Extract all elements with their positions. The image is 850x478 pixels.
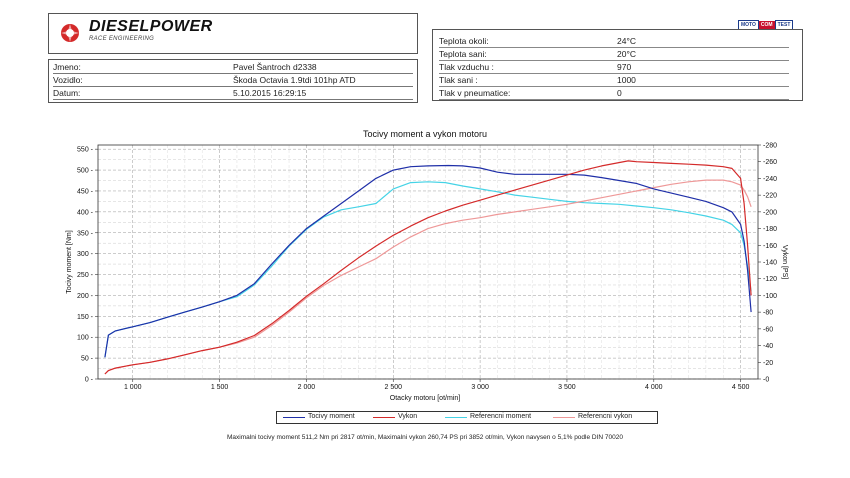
info-value: Pavel Šantroch d2338 xyxy=(233,62,317,72)
legend-swatch xyxy=(553,417,575,418)
x-axis-ticks: 1 000 1 500 2 000 2 500 3 000 3 500 4 000 4 500 xyxy=(124,379,750,391)
condition-label: Teplota sani: xyxy=(439,49,487,59)
y2-tick-label: -160 xyxy=(763,243,777,250)
legend-label: Vykon xyxy=(398,413,418,420)
y2-tick-label: -260 xyxy=(763,159,777,166)
y-tick-label: 500 - xyxy=(77,168,94,175)
condition-row: Teplota okoli: 24°C xyxy=(439,36,789,49)
legend-label: Tocivy moment xyxy=(308,413,355,420)
condition-label: Tlak v pneumatice: xyxy=(439,88,511,98)
condition-row: Tlak v pneumatice: 0 xyxy=(439,88,789,101)
summary-footer: Maximalni tocivy moment 511,2 Nm pri 281… xyxy=(227,434,623,441)
y2-tick-label: -100 xyxy=(763,293,777,300)
y-tick-label: 300 - xyxy=(77,251,94,258)
dieselpower-logo-icon xyxy=(61,24,79,42)
y2-tick-label: -280 xyxy=(763,143,777,150)
y2-tick-label: -20 xyxy=(763,360,773,367)
legend-swatch xyxy=(373,417,395,418)
y2-tick-label: -40 xyxy=(763,343,773,350)
y-tick-label: 350 - xyxy=(77,230,94,237)
info-row-date: Datum: 5.10.2015 16:29:15 xyxy=(53,88,413,101)
legend-swatch xyxy=(283,417,305,418)
condition-label: Teplota okoli: xyxy=(439,36,489,46)
y2-axis-label: Vykon [PS] xyxy=(781,245,788,279)
x-tick-label: 1 000 xyxy=(124,384,142,391)
condition-row: Tlak vzduchu : 970 xyxy=(439,62,789,75)
brand-name: DIESELPOWER xyxy=(89,18,213,35)
y2-tick-label: -0 xyxy=(763,377,769,384)
badge-part: COM xyxy=(758,21,775,29)
customer-info-panel: Jmeno: Pavel Šantroch d2338 Vozidlo: Ško… xyxy=(48,59,418,103)
y-axis-label: Tocivy moment [Nm] xyxy=(66,230,73,293)
y2-tick-label: -220 xyxy=(763,193,777,200)
x-tick-label: 4 500 xyxy=(732,384,750,391)
info-label: Datum: xyxy=(53,88,81,98)
y-tick-label: 0 - xyxy=(85,377,94,384)
series-torque-line xyxy=(104,164,752,358)
y-tick-label: 200 - xyxy=(77,293,94,300)
condition-value: 20°C xyxy=(617,49,636,59)
condition-label: Tlak sani : xyxy=(439,75,478,85)
y2-tick-label: -140 xyxy=(763,260,777,267)
left-axis-ticks: 0 - 50 - 100 - 150 - 200 - 250 - 300 - 350 - 400… xyxy=(77,147,98,384)
info-row-name: Jmeno: Pavel Šantroch d2338 xyxy=(53,62,413,75)
legend-label: Referencni vykon xyxy=(578,413,633,420)
y2-tick-label: -240 xyxy=(763,176,777,183)
chart-series xyxy=(104,160,752,375)
y2-tick-label: -200 xyxy=(763,209,777,216)
y2-tick-label: -180 xyxy=(763,226,777,233)
chart-legend: Tocivy moment Vykon Referencni moment Re… xyxy=(276,411,658,424)
y-tick-label: 50 - xyxy=(81,356,94,363)
x-tick-label: 4 000 xyxy=(645,384,663,391)
y-tick-label: 150 - xyxy=(77,314,94,321)
condition-value: 0 xyxy=(617,88,622,98)
chart-grid xyxy=(98,145,758,380)
info-label: Vozidlo: xyxy=(53,75,83,85)
condition-value: 1000 xyxy=(617,75,636,85)
info-value: 5.10.2015 16:29:15 xyxy=(233,88,307,98)
condition-value: 24°C xyxy=(617,36,636,46)
series-power-line xyxy=(104,160,752,375)
brand-subtitle: RACE ENGINEERING xyxy=(89,36,155,42)
x-tick-label: 2 500 xyxy=(384,384,402,391)
condition-row: Teplota sani: 20°C xyxy=(439,49,789,62)
conditions-panel: Teplota okoli: 24°C Teplota sani: 20°C T… xyxy=(432,29,803,101)
y-tick-label: 450 - xyxy=(77,188,94,195)
condition-label: Tlak vzduchu : xyxy=(439,62,494,72)
y-tick-label: 400 - xyxy=(77,209,94,216)
chart-title: Tocivy moment a vykon motoru xyxy=(363,129,487,139)
x-tick-label: 2 000 xyxy=(298,384,316,391)
x-axis-label: Otacky motoru [ot/min] xyxy=(390,395,460,402)
legend-label: Referencni moment xyxy=(470,413,532,420)
y2-tick-label: -60 xyxy=(763,326,773,333)
condition-row: Tlak sani : 1000 xyxy=(439,75,789,88)
x-tick-label: 3 000 xyxy=(471,384,489,391)
x-tick-label: 3 500 xyxy=(558,384,576,391)
info-value: Škoda Octavia 1.9tdi 101hp ATD xyxy=(233,75,356,85)
logo-panel: DIESELPOWER RACE ENGINEERING xyxy=(48,13,418,54)
legend-swatch xyxy=(445,417,467,418)
y-tick-label: 100 - xyxy=(77,335,94,342)
x-tick-label: 1 500 xyxy=(211,384,229,391)
condition-value: 970 xyxy=(617,62,632,72)
y2-tick-label: -80 xyxy=(763,310,773,317)
info-row-vehicle: Vozidlo: Škoda Octavia 1.9tdi 101hp ATD xyxy=(53,75,413,88)
y-tick-label: 550 - xyxy=(77,147,94,154)
y-tick-label: 250 - xyxy=(77,272,94,279)
right-axis-ticks: -0 -20 -40 -60 -80 -100 -120 -140 -160 -180 -200 -2… xyxy=(758,143,777,384)
dyno-chart: Tocivy moment a vykon motoru 0 - 50 - 100 … xyxy=(66,129,788,402)
info-label: Jmeno: xyxy=(53,62,81,72)
y2-tick-label: -120 xyxy=(763,276,777,283)
